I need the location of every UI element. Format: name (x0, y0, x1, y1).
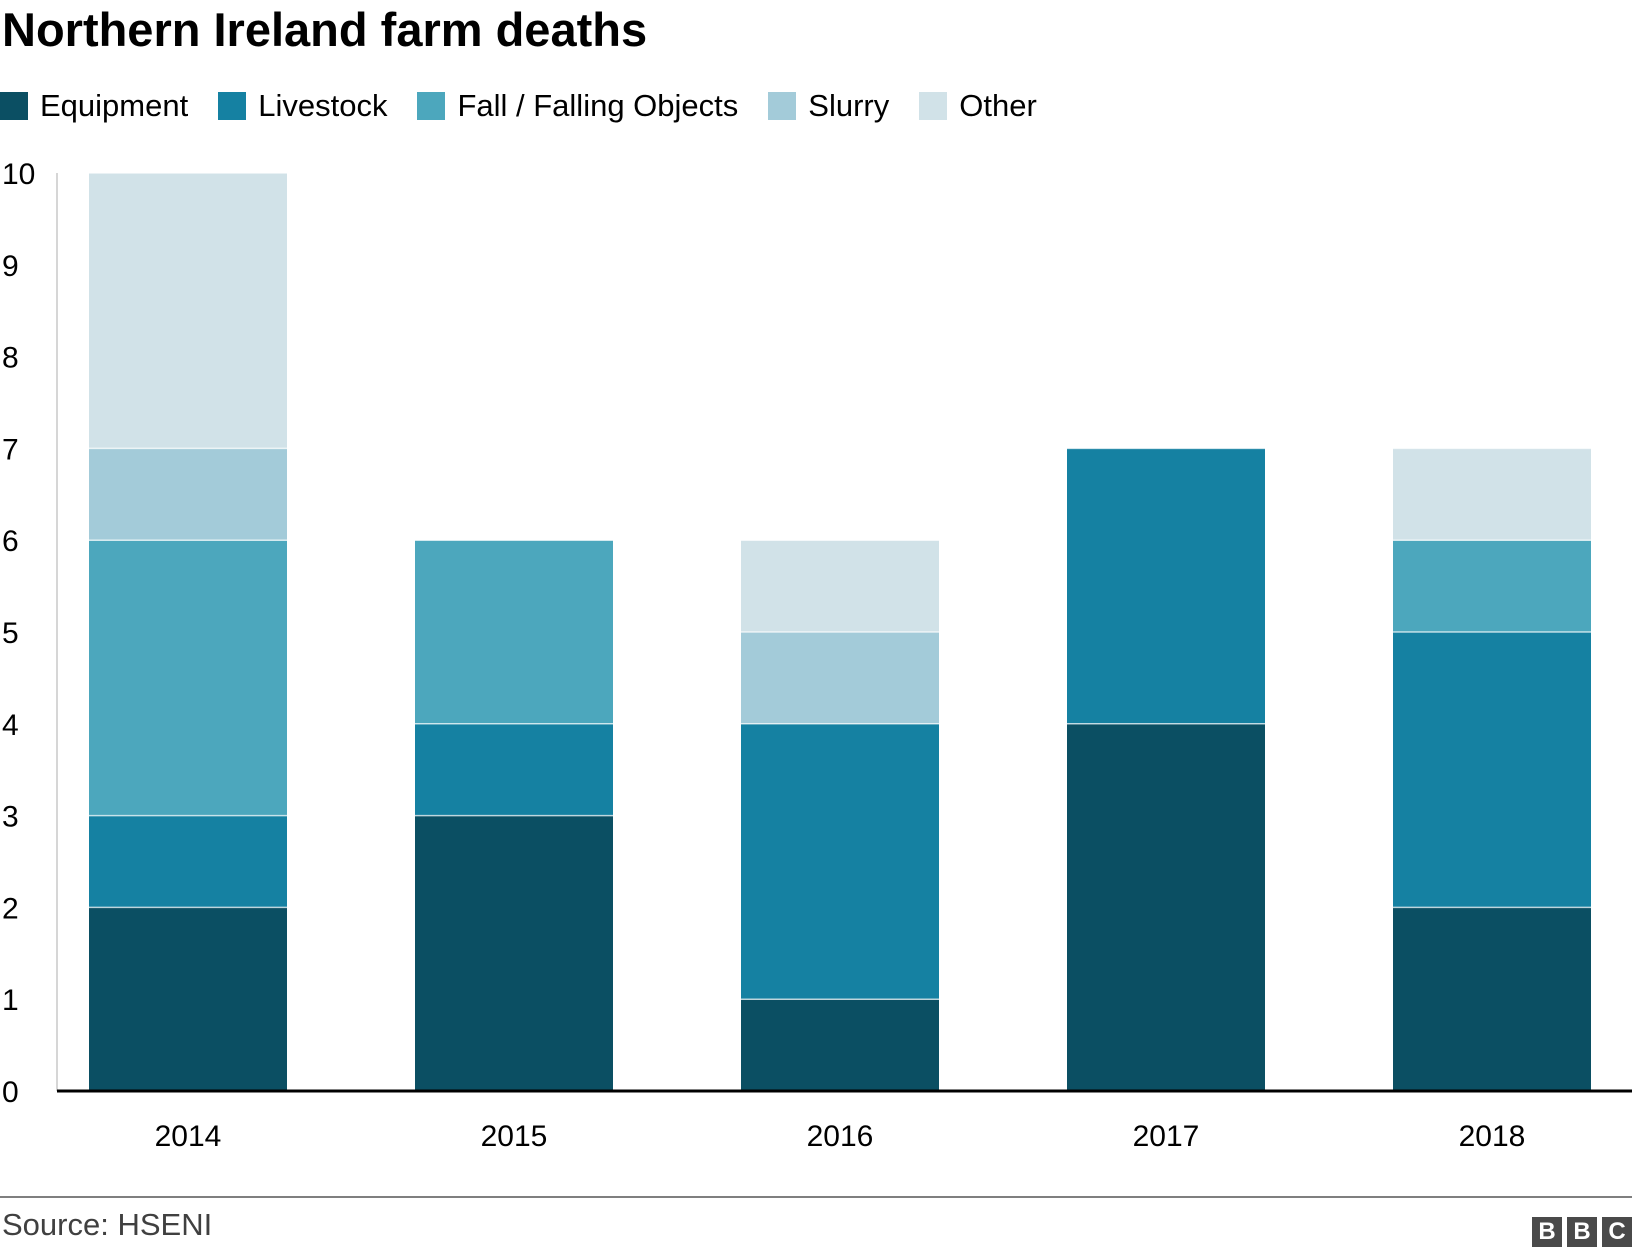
y-tick-label: 0 (2, 1076, 19, 1109)
legend-label: Slurry (808, 88, 890, 123)
plot-area: 0 1 2 3 4 5 6 7 8 9 10 2014 2015 2016 2017 2018 (2, 158, 1632, 1153)
bar-2016-slurry (741, 632, 939, 724)
legend-label: Other (959, 88, 1037, 123)
bar-2014-equipment (89, 907, 287, 1091)
bar-2018-equipment (1393, 907, 1591, 1091)
bar-2017-equipment (1067, 723, 1265, 1091)
y-tick-label: 3 (2, 801, 19, 834)
bbc-logo-letter: B (1532, 1217, 1562, 1247)
footer-divider (0, 1196, 1632, 1198)
legend-item-other: Other (919, 86, 1037, 126)
legend-swatch (768, 92, 797, 120)
y-tick-label: 2 (2, 892, 19, 925)
legend-label: Equipment (40, 88, 189, 123)
y-tick-label: 1 (2, 984, 19, 1017)
x-tick-label: 2018 (1459, 1120, 1526, 1153)
legend-swatch (0, 92, 28, 120)
bar-2016-livestock (741, 723, 939, 1000)
legend-swatch (417, 92, 446, 120)
legend-item-fall-falling-objects: Fall / Falling Objects (417, 86, 738, 126)
y-tick-label: 8 (2, 342, 19, 375)
bar-2016-other (741, 540, 939, 632)
legend-item-equipment: Equipment (0, 86, 188, 126)
bar-2014-other (89, 173, 287, 449)
bar-2018-fall-falling-objects (1393, 540, 1591, 632)
y-tick-label: 4 (2, 709, 19, 742)
x-tick-label: 2014 (155, 1120, 222, 1153)
y-tick-label: 10 (2, 158, 35, 191)
y-tick-label: 5 (2, 617, 19, 650)
y-tick-label: 9 (2, 250, 19, 283)
bar-2015-fall-falling-objects (415, 540, 613, 724)
legend-item-slurry: Slurry (768, 86, 889, 126)
chart-legend: Equipment Livestock Fall / Falling Objects… (0, 84, 1067, 128)
x-tick-label: 2016 (807, 1120, 874, 1153)
legend-item-livestock: Livestock (218, 86, 387, 126)
bar-2014-livestock (89, 815, 287, 908)
bbc-logo-letter: C (1602, 1217, 1632, 1247)
chart-title: Northern Ireland farm deaths (2, 3, 648, 56)
legend-swatch (919, 92, 948, 120)
source-note: Source: HSENI (2, 1207, 213, 1242)
y-tick-label: 6 (2, 525, 19, 558)
bar-2015-equipment (415, 815, 613, 1091)
y-tick-label: 7 (2, 433, 19, 466)
bar-2014-slurry (89, 448, 287, 541)
x-tick-label: 2017 (1133, 1120, 1200, 1153)
bar-2014-fall-falling-objects (89, 540, 287, 816)
bar-2018-other (1393, 448, 1591, 541)
bar-2016-equipment (741, 999, 939, 1091)
legend-label: Fall / Falling Objects (457, 88, 739, 123)
bar-2018-livestock (1393, 632, 1591, 908)
bbc-logo: B B C (1527, 1217, 1632, 1247)
x-tick-label: 2015 (481, 1120, 548, 1153)
bar-2015-livestock (415, 723, 613, 816)
bbc-logo-letter: B (1567, 1217, 1597, 1247)
legend-swatch (218, 92, 247, 120)
legend-label: Livestock (258, 88, 388, 123)
bar-2017-livestock (1067, 448, 1265, 724)
